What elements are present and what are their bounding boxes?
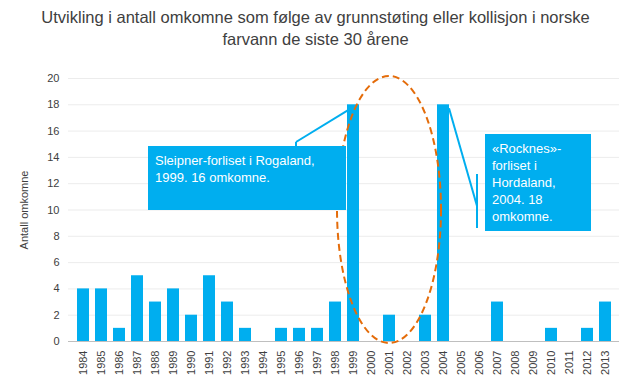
svg-text:2010: 2010	[545, 351, 557, 375]
svg-text:16: 16	[47, 125, 59, 137]
svg-text:1999: 1999	[347, 351, 359, 375]
svg-text:18: 18	[47, 98, 59, 110]
svg-text:1988: 1988	[149, 351, 161, 375]
svg-text:1995: 1995	[275, 351, 287, 375]
svg-text:1984: 1984	[77, 351, 89, 375]
svg-text:2004: 2004	[437, 351, 449, 375]
svg-text:1996: 1996	[293, 351, 305, 375]
svg-text:2005: 2005	[455, 351, 467, 375]
svg-text:2013: 2013	[599, 351, 611, 375]
svg-text:14: 14	[47, 151, 59, 163]
svg-text:1994: 1994	[257, 351, 269, 375]
svg-text:0: 0	[53, 335, 59, 347]
svg-text:1992: 1992	[221, 351, 233, 375]
svg-text:6: 6	[53, 256, 59, 268]
svg-text:2006: 2006	[473, 351, 485, 375]
svg-text:1985: 1985	[95, 351, 107, 375]
svg-text:2008: 2008	[509, 351, 521, 375]
svg-text:2012: 2012	[581, 351, 593, 375]
svg-text:20: 20	[47, 72, 59, 84]
svg-text:8: 8	[53, 230, 59, 242]
svg-text:2001: 2001	[383, 351, 395, 375]
html-text:Utvikling i antall omkomne som: Utvikling i antall omkomne som følge av …	[41, 8, 590, 48]
svg-text:4: 4	[53, 282, 59, 294]
svg-text:1991: 1991	[203, 351, 215, 375]
svg-text:1989: 1989	[167, 351, 179, 375]
svg-text:10: 10	[47, 204, 59, 216]
svg-text:1993: 1993	[239, 351, 251, 375]
html-text:«Rocknes»-forliset i Hordaland: «Rocknes»-forliset i Hordaland, 2004. 18…	[492, 141, 562, 224]
svg-text:1987: 1987	[131, 351, 143, 375]
svg-text:2007: 2007	[491, 351, 503, 375]
svg-text:2: 2	[53, 309, 59, 321]
svg-text:Antall omkomne: Antall omkomne	[18, 171, 30, 250]
svg-text:1997: 1997	[311, 351, 323, 375]
svg-text:1990: 1990	[185, 351, 197, 375]
svg-text:2003: 2003	[419, 351, 431, 375]
svg-text:1986: 1986	[113, 351, 125, 375]
svg-text:2009: 2009	[527, 351, 539, 375]
svg-text:2002: 2002	[401, 351, 413, 375]
svg-text:1998: 1998	[329, 351, 341, 375]
html-text:Sleipner-forliset i Rogaland,: Sleipner-forliset i Rogaland, 1999. 16 o…	[155, 153, 315, 185]
svg-text:12: 12	[47, 177, 59, 189]
svg-text:2000: 2000	[365, 351, 377, 375]
svg-text:2011: 2011	[563, 351, 575, 375]
